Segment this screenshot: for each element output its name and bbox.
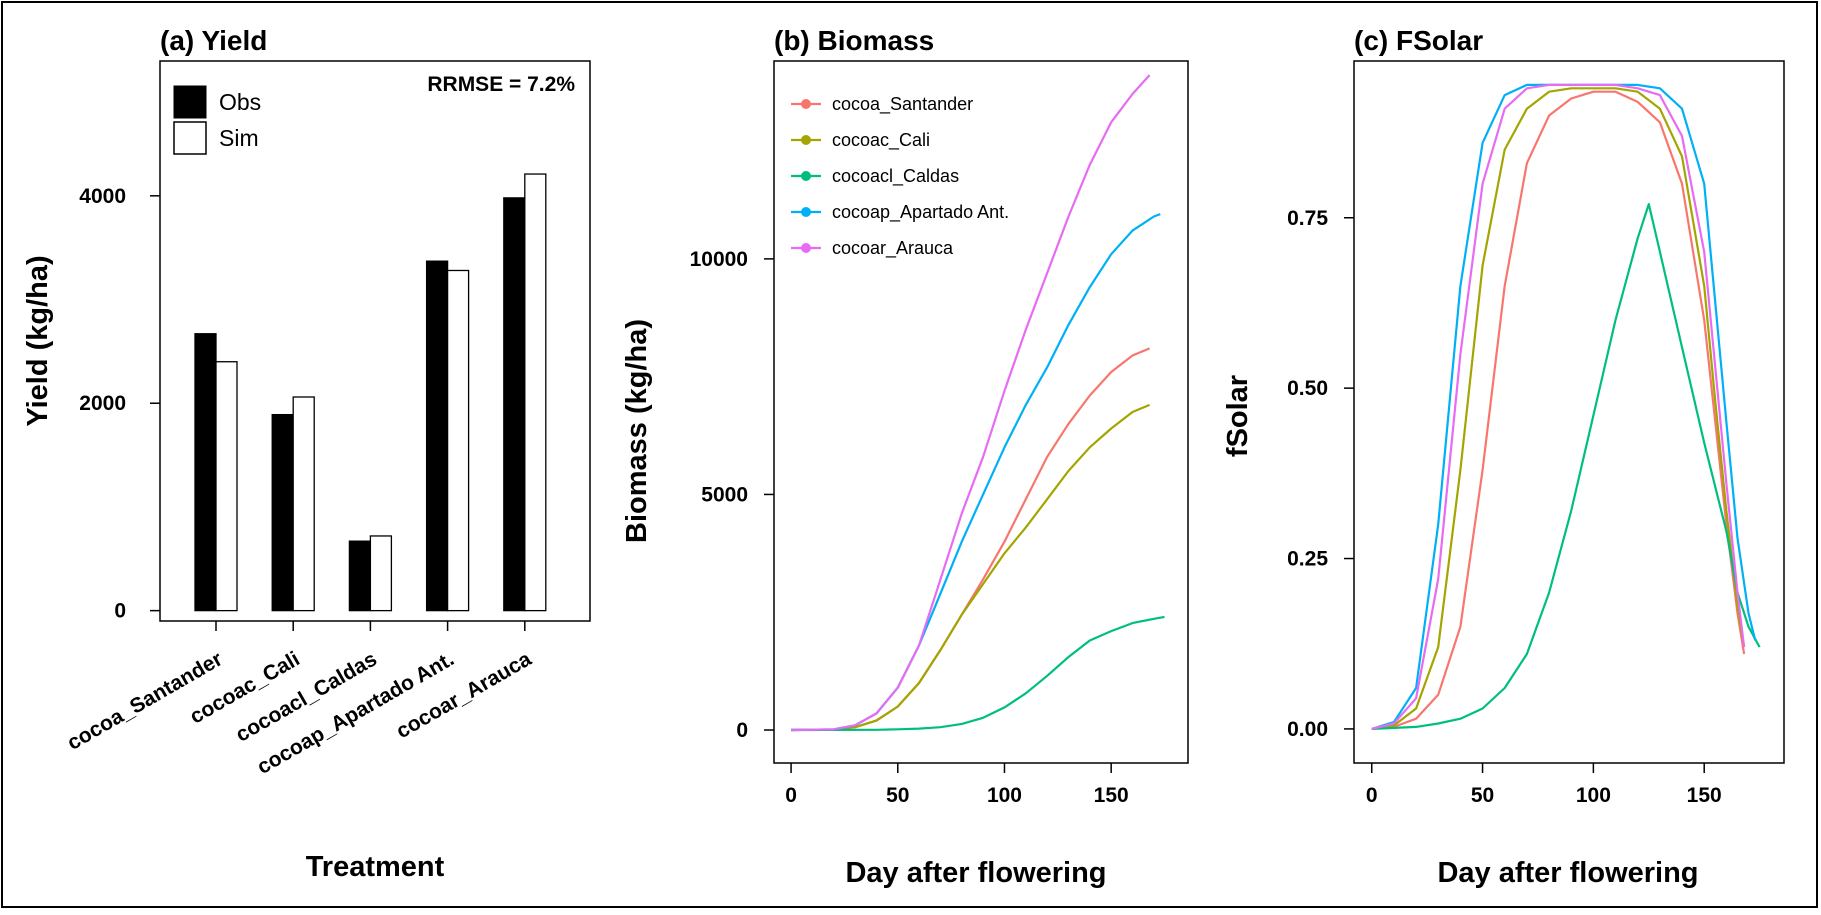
figure-canvas: (a) Yield RRMSE = 7.2% Obs Sim cocoa_San… — [22, 25, 1785, 889]
xtick-label: 150 — [1687, 784, 1722, 807]
yield-xtick-label: cocoar_Arauca — [392, 647, 535, 743]
fsolar-marks: 0 50 100 150 0.00 0.25 0.50 0.75 — [1287, 83, 1761, 807]
yield-plot-box — [159, 60, 591, 622]
ytick-label: 0.75 — [1287, 207, 1328, 230]
line-cocoa-santander — [1371, 90, 1746, 730]
yield-ytick-label: 0 — [114, 600, 126, 623]
legend-point — [801, 207, 811, 217]
line-cocoacl-caldas — [791, 615, 1165, 732]
bar-obs-2 — [348, 540, 372, 612]
xtick-label: 100 — [1576, 784, 1611, 807]
xtick-label: 0 — [1366, 784, 1378, 807]
ytick-label: 0.25 — [1287, 548, 1328, 571]
legend-obs-label: Obs — [219, 89, 261, 115]
legend-label: cocoac_Cali — [832, 130, 930, 151]
legend-label: cocoap_Apartado Ant. — [832, 202, 1009, 223]
bar-sim-3 — [446, 269, 470, 612]
fsolar-xlabel: Day after flowering — [1437, 857, 1698, 889]
line-cocoac-cali — [791, 403, 1151, 732]
legend-point — [801, 135, 811, 145]
legend-label: cocoacl_Caldas — [832, 166, 959, 187]
ytick-label: 0 — [736, 719, 748, 742]
ytick-label: 0.50 — [1287, 377, 1328, 400]
xtick-label: 50 — [1471, 784, 1494, 807]
yield-ylabel: Yield (kg/ha) — [22, 255, 54, 426]
fsolar-ylabel: fSolar — [1222, 375, 1254, 457]
ytick-label: 10000 — [690, 248, 748, 271]
biomass-plot-box — [773, 60, 1189, 764]
fsolar-plot-box — [1353, 60, 1785, 764]
legend-obs-swatch — [173, 85, 207, 119]
line-cocoar-arauca — [1371, 83, 1746, 730]
line-cocoa-santander — [791, 347, 1151, 732]
xtick-label: 50 — [886, 784, 909, 807]
line-cocoac-cali — [1371, 87, 1746, 730]
legend-label: cocoar_Arauca — [832, 238, 954, 259]
xtick-label: 100 — [987, 784, 1022, 807]
line-cocoar-arauca — [791, 74, 1151, 732]
yield-marks: cocoa_Santandercocoac_Calicocoacl_Caldas… — [63, 173, 547, 779]
yield-ytick-label: 4000 — [79, 185, 126, 208]
ytick-label: 0.00 — [1287, 718, 1328, 741]
bar-obs-4 — [503, 197, 526, 612]
bar-obs-3 — [425, 260, 449, 612]
line-cocoacl-caldas — [1371, 203, 1761, 730]
biomass-xlabel: Day after flowering — [845, 857, 1106, 889]
rrmse-annotation: RRMSE = 7.2% — [427, 73, 575, 96]
legend-point — [801, 171, 811, 181]
yield-title: (a) Yield — [160, 25, 267, 56]
biomass-title: (b) Biomass — [774, 25, 934, 56]
line-cocoap-apartado-ant- — [791, 213, 1161, 732]
biomass-marks: 0 50 100 150 0 5000 10000 — [690, 74, 1165, 807]
bar-sim-2 — [369, 535, 393, 612]
bar-sim-0 — [215, 361, 238, 612]
bar-obs-0 — [194, 333, 217, 612]
bar-sim-1 — [292, 396, 315, 612]
bar-sim-4 — [524, 173, 547, 612]
ytick-label: 5000 — [701, 483, 748, 506]
biomass-legend: cocoa_Santander cocoac_Cali cocoacl_Caldas… — [791, 94, 1009, 259]
legend-point — [801, 243, 811, 253]
legend-label: cocoa_Santander — [832, 94, 973, 115]
bar-obs-1 — [271, 413, 294, 612]
biomass-ylabel: Biomass (kg/ha) — [621, 319, 653, 543]
yield-xlabel: Treatment — [306, 851, 445, 883]
yield-ytick-label: 2000 — [79, 392, 126, 415]
xtick-label: 150 — [1094, 784, 1129, 807]
xtick-label: 0 — [785, 784, 797, 807]
legend-point — [801, 99, 811, 109]
legend-sim-swatch — [173, 121, 207, 155]
fsolar-title: (c) FSolar — [1354, 25, 1483, 56]
legend-sim-label: Sim — [219, 125, 259, 151]
